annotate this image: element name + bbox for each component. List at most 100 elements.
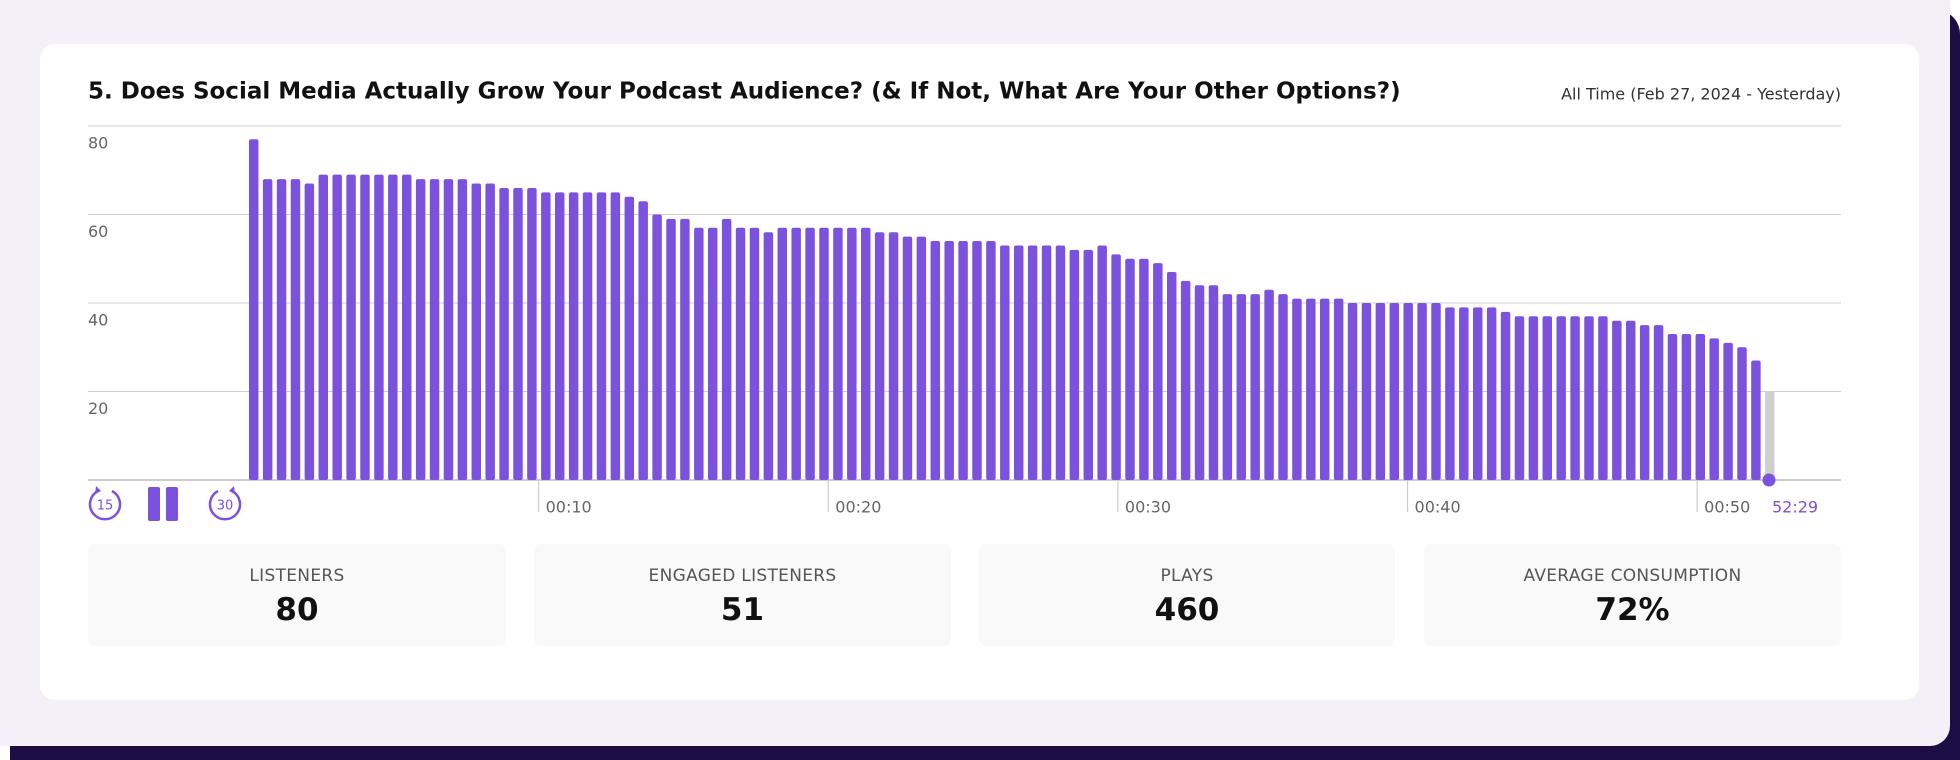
bar xyxy=(332,174,342,481)
bar xyxy=(596,192,607,480)
bar xyxy=(1473,307,1483,480)
stat-card: ENGAGED LISTENERS 51 xyxy=(534,544,951,646)
bar xyxy=(360,174,370,481)
bar xyxy=(415,179,426,480)
bar xyxy=(1389,303,1400,480)
pause-bar xyxy=(166,487,178,521)
y-tick-label: 80 xyxy=(88,134,108,153)
bar xyxy=(1431,303,1441,480)
bar xyxy=(874,232,885,480)
bar xyxy=(819,227,829,480)
stat-label: ENGAGED LISTENERS xyxy=(648,566,837,586)
bar xyxy=(402,174,412,481)
bar xyxy=(958,241,968,480)
playhead xyxy=(1762,473,1776,487)
bar xyxy=(1320,298,1330,480)
stat-value: 80 xyxy=(275,592,319,628)
stat-card: AVERAGE CONSUMPTION 72% xyxy=(1424,544,1841,646)
x-tick-label: 00:20 xyxy=(835,498,881,517)
bar xyxy=(1250,294,1260,480)
bar xyxy=(1445,307,1455,480)
bar xyxy=(652,214,662,480)
bar xyxy=(1222,294,1233,480)
bar xyxy=(902,236,913,480)
bar xyxy=(666,218,676,481)
bar xyxy=(777,227,788,480)
bar xyxy=(485,183,495,480)
bar xyxy=(276,179,287,480)
bar xyxy=(513,187,523,480)
forward-button[interactable]: 30 xyxy=(208,486,242,521)
y-tick-label: 60 xyxy=(88,222,108,241)
bar xyxy=(1041,245,1052,480)
bar xyxy=(1653,325,1664,480)
rewind-button[interactable]: 15 xyxy=(88,486,122,521)
bar xyxy=(541,192,551,480)
rewind-icon xyxy=(88,489,122,521)
bar xyxy=(290,179,301,480)
pause-bar xyxy=(148,487,160,521)
bar xyxy=(1055,245,1066,480)
bar xyxy=(708,227,718,480)
bar xyxy=(847,227,857,480)
bar xyxy=(1111,254,1121,480)
bar xyxy=(888,232,899,480)
bar xyxy=(249,139,259,480)
x-tick-label: 00:40 xyxy=(1415,498,1461,517)
bar xyxy=(1709,338,1719,480)
bar xyxy=(930,241,941,480)
bar xyxy=(1306,298,1316,480)
bar xyxy=(1069,249,1080,480)
bar xyxy=(1194,285,1205,480)
bar xyxy=(1292,298,1302,480)
stat-card: LISTENERS 80 xyxy=(88,544,506,646)
bar xyxy=(805,227,815,480)
rewind-arrow xyxy=(95,486,101,494)
stat-label: PLAYS xyxy=(1160,566,1214,586)
bar xyxy=(1167,272,1177,480)
bar xyxy=(499,187,509,480)
bar xyxy=(262,179,273,480)
bar xyxy=(1626,320,1636,480)
bar xyxy=(1278,294,1288,480)
bar xyxy=(1000,245,1010,480)
bar xyxy=(457,179,468,480)
date-range[interactable]: All Time (Feb 27, 2024 - Yesterday) xyxy=(1561,85,1841,104)
x-tick-label: 00:30 xyxy=(1125,498,1171,517)
rewind-label: 15 xyxy=(97,499,114,514)
stat-label: LISTENERS xyxy=(249,566,345,586)
bar xyxy=(1333,298,1344,480)
forward-arrow xyxy=(229,486,235,494)
bar xyxy=(1027,245,1038,480)
forward-label: 30 xyxy=(217,499,234,514)
bar xyxy=(1153,263,1163,480)
end-time: 52:29 xyxy=(1772,498,1818,517)
bar xyxy=(471,183,482,480)
bar xyxy=(1598,316,1608,480)
stat-label: AVERAGE CONSUMPTION xyxy=(1523,566,1742,586)
bar xyxy=(833,227,843,480)
bar xyxy=(1180,280,1191,480)
bar xyxy=(1208,285,1219,480)
bar xyxy=(1403,303,1413,480)
bar xyxy=(1361,303,1372,480)
bar xyxy=(624,196,635,481)
forward-icon xyxy=(208,489,242,521)
bar xyxy=(1570,316,1580,480)
x-tick-label: 00:10 xyxy=(546,498,592,517)
bar xyxy=(555,192,565,480)
bar xyxy=(527,187,537,480)
bar xyxy=(735,227,746,480)
bar xyxy=(680,218,690,481)
pause-button[interactable] xyxy=(148,487,178,521)
bar xyxy=(1542,316,1553,480)
bar xyxy=(582,192,593,480)
bar xyxy=(1514,316,1525,480)
bar xyxy=(763,232,774,480)
bar xyxy=(1014,245,1024,480)
chart-title: 5. Does Social Media Actually Grow Your … xyxy=(88,79,1401,105)
bar xyxy=(1097,245,1107,480)
bar xyxy=(1264,289,1274,480)
